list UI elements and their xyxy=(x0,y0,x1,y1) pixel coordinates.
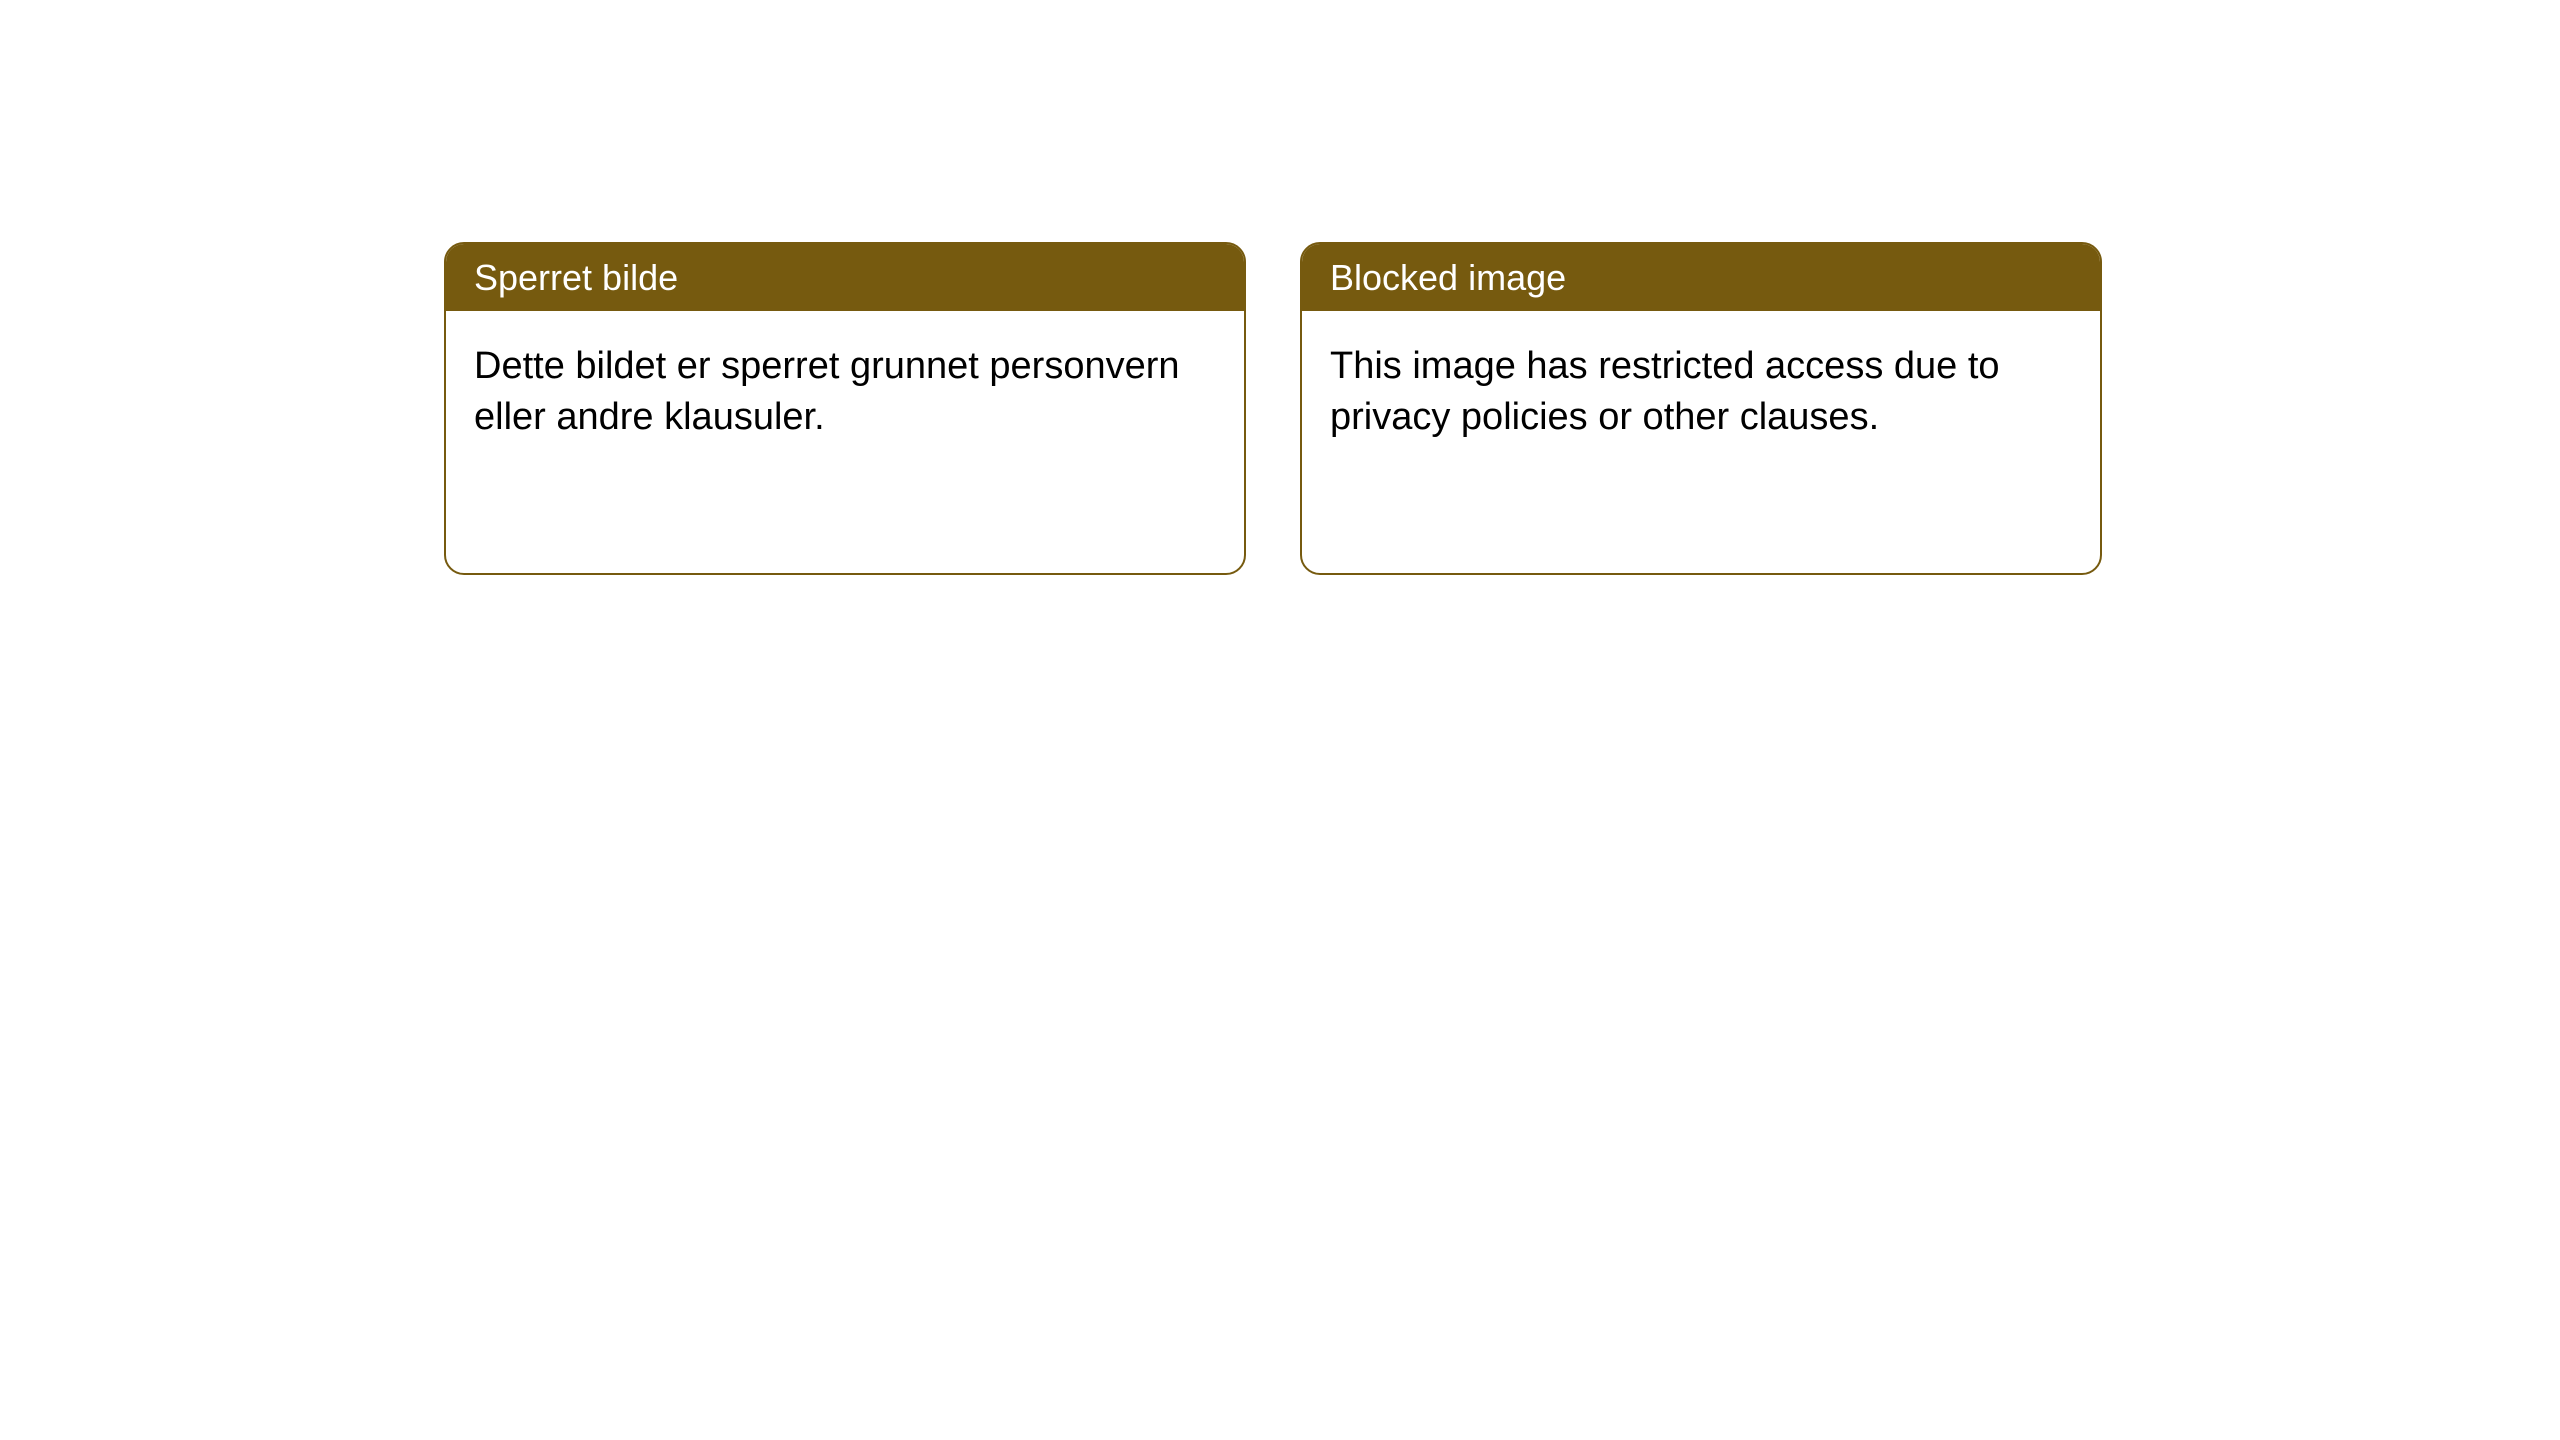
notice-title: Sperret bilde xyxy=(474,257,678,298)
notice-box-no: Sperret bilde Dette bildet er sperret gr… xyxy=(444,242,1246,575)
notice-box-en: Blocked image This image has restricted … xyxy=(1300,242,2102,575)
notice-title: Blocked image xyxy=(1330,257,1566,298)
notice-body: This image has restricted access due to … xyxy=(1302,311,2100,573)
notice-header: Blocked image xyxy=(1302,244,2100,311)
notice-message: This image has restricted access due to … xyxy=(1330,345,2000,438)
notice-message: Dette bildet er sperret grunnet personve… xyxy=(474,345,1180,438)
notice-body: Dette bildet er sperret grunnet personve… xyxy=(446,311,1244,573)
notice-header: Sperret bilde xyxy=(446,244,1244,311)
